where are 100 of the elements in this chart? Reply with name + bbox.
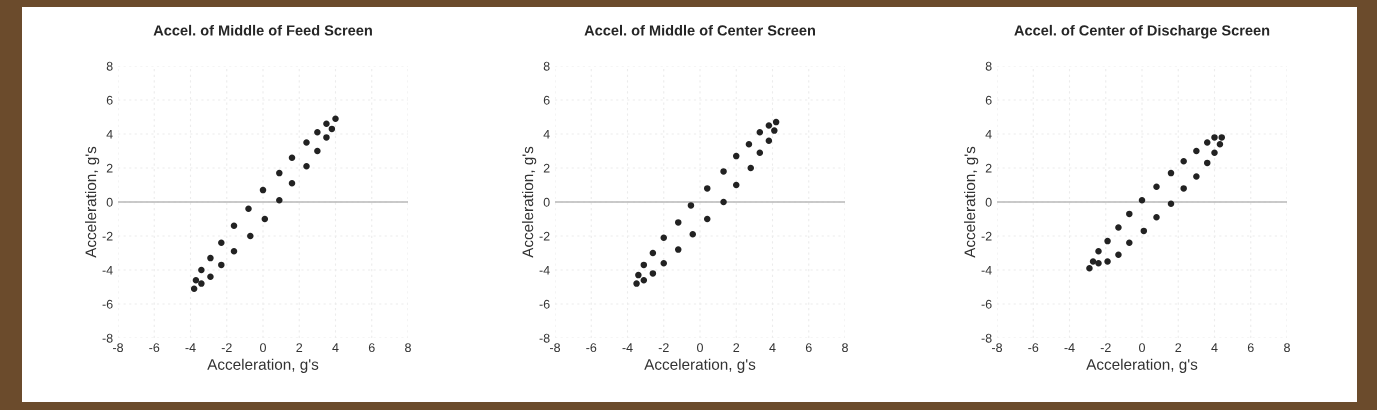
point — [732, 152, 740, 160]
point — [247, 232, 254, 240]
chart-title: Accel. of Middle of Feed Screen — [153, 24, 372, 36]
point — [1095, 259, 1102, 267]
point — [303, 163, 310, 170]
x-axis-title: Acceleration, g's — [644, 358, 756, 373]
point — [288, 180, 296, 187]
y-tick-label: 2 — [543, 163, 550, 173]
point — [218, 261, 225, 269]
x-tick-label: 6 — [368, 343, 375, 353]
x-tick-label: -6 — [149, 343, 160, 353]
y-axis-title: Acceleration, g's — [85, 146, 100, 258]
point — [756, 129, 764, 136]
x-tick-label: 2 — [296, 343, 303, 352]
y-tick-label: 0 — [543, 197, 550, 207]
point — [1180, 185, 1187, 192]
point — [674, 246, 682, 253]
x-tick-label: 4 — [1211, 343, 1218, 352]
point — [687, 202, 695, 209]
point — [649, 270, 657, 277]
point — [640, 261, 648, 269]
y-axis-title: Acceleration, g's — [964, 146, 979, 258]
point — [245, 205, 252, 213]
x-tick-label: 6 — [805, 343, 812, 353]
chart-title: Accel. of Center of Discharge Screen — [1014, 24, 1270, 39]
point — [720, 168, 727, 175]
point — [198, 280, 205, 287]
point — [747, 164, 755, 172]
chart-title: Accel. of Middle of Center Screen — [584, 24, 815, 36]
point — [674, 219, 682, 226]
point — [635, 271, 642, 279]
y-tick-label: -8 — [981, 333, 992, 343]
y-tick-label: -4 — [981, 265, 992, 275]
point — [1126, 210, 1133, 218]
y-tick-label: -6 — [981, 299, 992, 309]
point — [190, 285, 198, 292]
x-tick-label: 4 — [769, 343, 776, 352]
x-tick-label: -8 — [113, 343, 124, 353]
x-tick-label: -4 — [622, 343, 633, 352]
point — [230, 222, 238, 230]
y-tick-label: 6 — [106, 95, 113, 105]
point — [1167, 200, 1175, 207]
x-tick-label: 0 — [260, 343, 266, 353]
point — [1180, 157, 1187, 165]
point — [660, 259, 668, 267]
point — [207, 254, 214, 262]
y-axis-title: Acceleration, g's — [522, 146, 537, 258]
point — [323, 120, 330, 128]
point — [1153, 214, 1160, 221]
x-tick-label: 2 — [733, 343, 740, 352]
point — [314, 129, 321, 136]
y-tick-label: -2 — [539, 231, 550, 241]
x-axis-title: Acceleration, g's — [1086, 358, 1198, 373]
point — [1203, 159, 1211, 167]
point — [1216, 140, 1224, 148]
x-tick-label: -6 — [1028, 343, 1039, 353]
point — [745, 140, 753, 148]
point — [1203, 139, 1211, 146]
x-tick-label: 8 — [842, 343, 848, 353]
point — [1086, 265, 1093, 272]
point — [689, 231, 697, 238]
point — [1211, 134, 1218, 141]
point — [703, 215, 711, 223]
y-tick-label: 4 — [543, 129, 550, 139]
point — [732, 181, 740, 189]
point — [328, 125, 336, 133]
x-tick-label: -2 — [658, 343, 669, 352]
y-tick-label: 8 — [543, 61, 550, 71]
point — [1140, 227, 1148, 235]
point — [720, 198, 727, 206]
point — [1126, 239, 1133, 247]
point — [276, 169, 283, 177]
point — [756, 149, 764, 156]
point — [323, 134, 330, 141]
point — [1218, 134, 1226, 141]
point — [772, 118, 780, 126]
point — [660, 234, 668, 241]
x-tick-label: -8 — [992, 343, 1003, 353]
y-tick-label: 8 — [985, 61, 992, 71]
point — [771, 127, 778, 134]
point — [261, 215, 269, 223]
point — [192, 276, 200, 284]
y-tick-label: 4 — [985, 129, 992, 139]
point — [276, 197, 283, 204]
point — [218, 239, 225, 247]
point — [765, 122, 773, 129]
x-tick-label: -2 — [221, 343, 232, 352]
y-tick-label: -4 — [102, 265, 113, 275]
x-tick-label: 0 — [697, 343, 703, 353]
point — [649, 249, 657, 257]
y-tick-label: 4 — [106, 129, 113, 139]
point — [1193, 173, 1200, 180]
point — [1115, 251, 1122, 258]
x-tick-label: 8 — [405, 343, 411, 353]
point — [332, 115, 339, 122]
point — [198, 266, 205, 274]
point — [1138, 197, 1146, 204]
x-tick-label: -4 — [185, 343, 196, 352]
point — [1193, 147, 1200, 155]
point — [1095, 248, 1102, 255]
